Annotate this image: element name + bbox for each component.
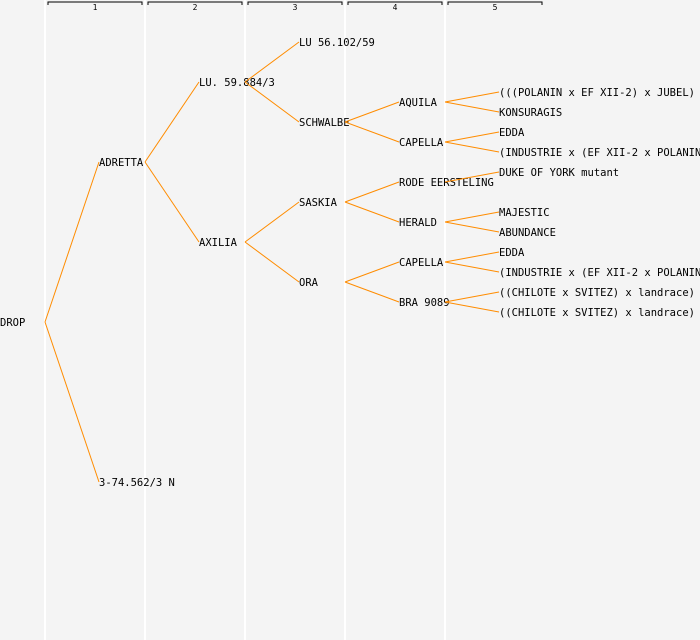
pedigree-link [244,81,300,123]
pedigree-link [444,211,500,223]
pedigree-link [344,281,400,303]
pedigree-link [444,171,500,183]
pedigree-node: KONSURAGIS [499,107,562,119]
pedigree-node: AQUILA [399,97,438,109]
pedigree-node: EDDA [499,127,525,139]
pedigree-node: EDDA [499,247,525,259]
pedigree-node: LU. 59.884/3 [199,77,275,89]
pedigree-link [144,161,200,243]
pedigree-link [444,221,500,233]
pedigree-link [444,101,500,113]
pedigree-link [44,321,100,483]
pedigree-node: ((CHILOTE x SVITEZ) x landrace) [499,307,695,319]
pedigree-node: (INDUSTRIE x (EF XII-2 x POLANIN)) [499,147,700,159]
pedigree-link [444,131,500,143]
pedigree-link [444,261,500,273]
pedigree-link [444,291,500,303]
pedigree-node: DROP [0,317,25,329]
pedigree-link [244,241,300,283]
pedigree-node: CAPELLA [399,257,444,269]
generation-bracket [47,1,143,5]
generation-label: 4 [393,3,398,12]
pedigree-link [244,201,300,243]
pedigree-node: BRA 9089 [399,297,450,309]
pedigree-node: CAPELLA [399,137,444,149]
pedigree-node: ABUNDANCE [499,227,556,239]
pedigree-node: (((POLANIN x EF XII-2) x JUBEL) x [499,87,700,99]
pedigree-node: ((CHILOTE x SVITEZ) x landrace) [499,287,695,299]
generation-label: 1 [93,3,98,12]
pedigree-node: LU 56.102/59 [299,37,375,49]
pedigree-node: ORA [299,277,319,289]
pedigree-node: MAJESTIC [499,207,550,219]
generation-bracket [247,1,343,5]
pedigree-node: SASKIA [299,197,338,209]
pedigree-node: RODE EERSTELING [399,177,494,189]
pedigree-link [44,161,100,323]
generation-label: 2 [193,3,198,12]
pedigree-link [344,101,400,123]
generation-label: 5 [493,3,498,12]
pedigree-link [344,121,400,143]
generation-bracket [347,1,443,5]
generation-label: 3 [293,3,298,12]
pedigree-node: HERALD [399,217,437,229]
pedigree-node: (INDUSTRIE x (EF XII-2 x POLANIN)) [499,267,700,279]
pedigree-link [444,141,500,153]
pedigree-link [444,301,500,313]
generation-bracket [147,1,243,5]
pedigree-link [144,81,200,163]
pedigree-node: 3-74.562/3 N [99,477,175,489]
pedigree-link [344,201,400,223]
pedigree-node: ADRETTA [99,157,144,169]
pedigree-link [244,41,300,83]
pedigree-node: AXILIA [199,237,238,249]
pedigree-link [444,91,500,103]
pedigree-link [444,251,500,263]
pedigree-link [344,181,400,203]
pedigree-node: DUKE OF YORK mutant [499,167,619,179]
generation-bracket [447,1,543,5]
pedigree-link [344,261,400,283]
pedigree-node: SCHWALBE [299,117,350,129]
